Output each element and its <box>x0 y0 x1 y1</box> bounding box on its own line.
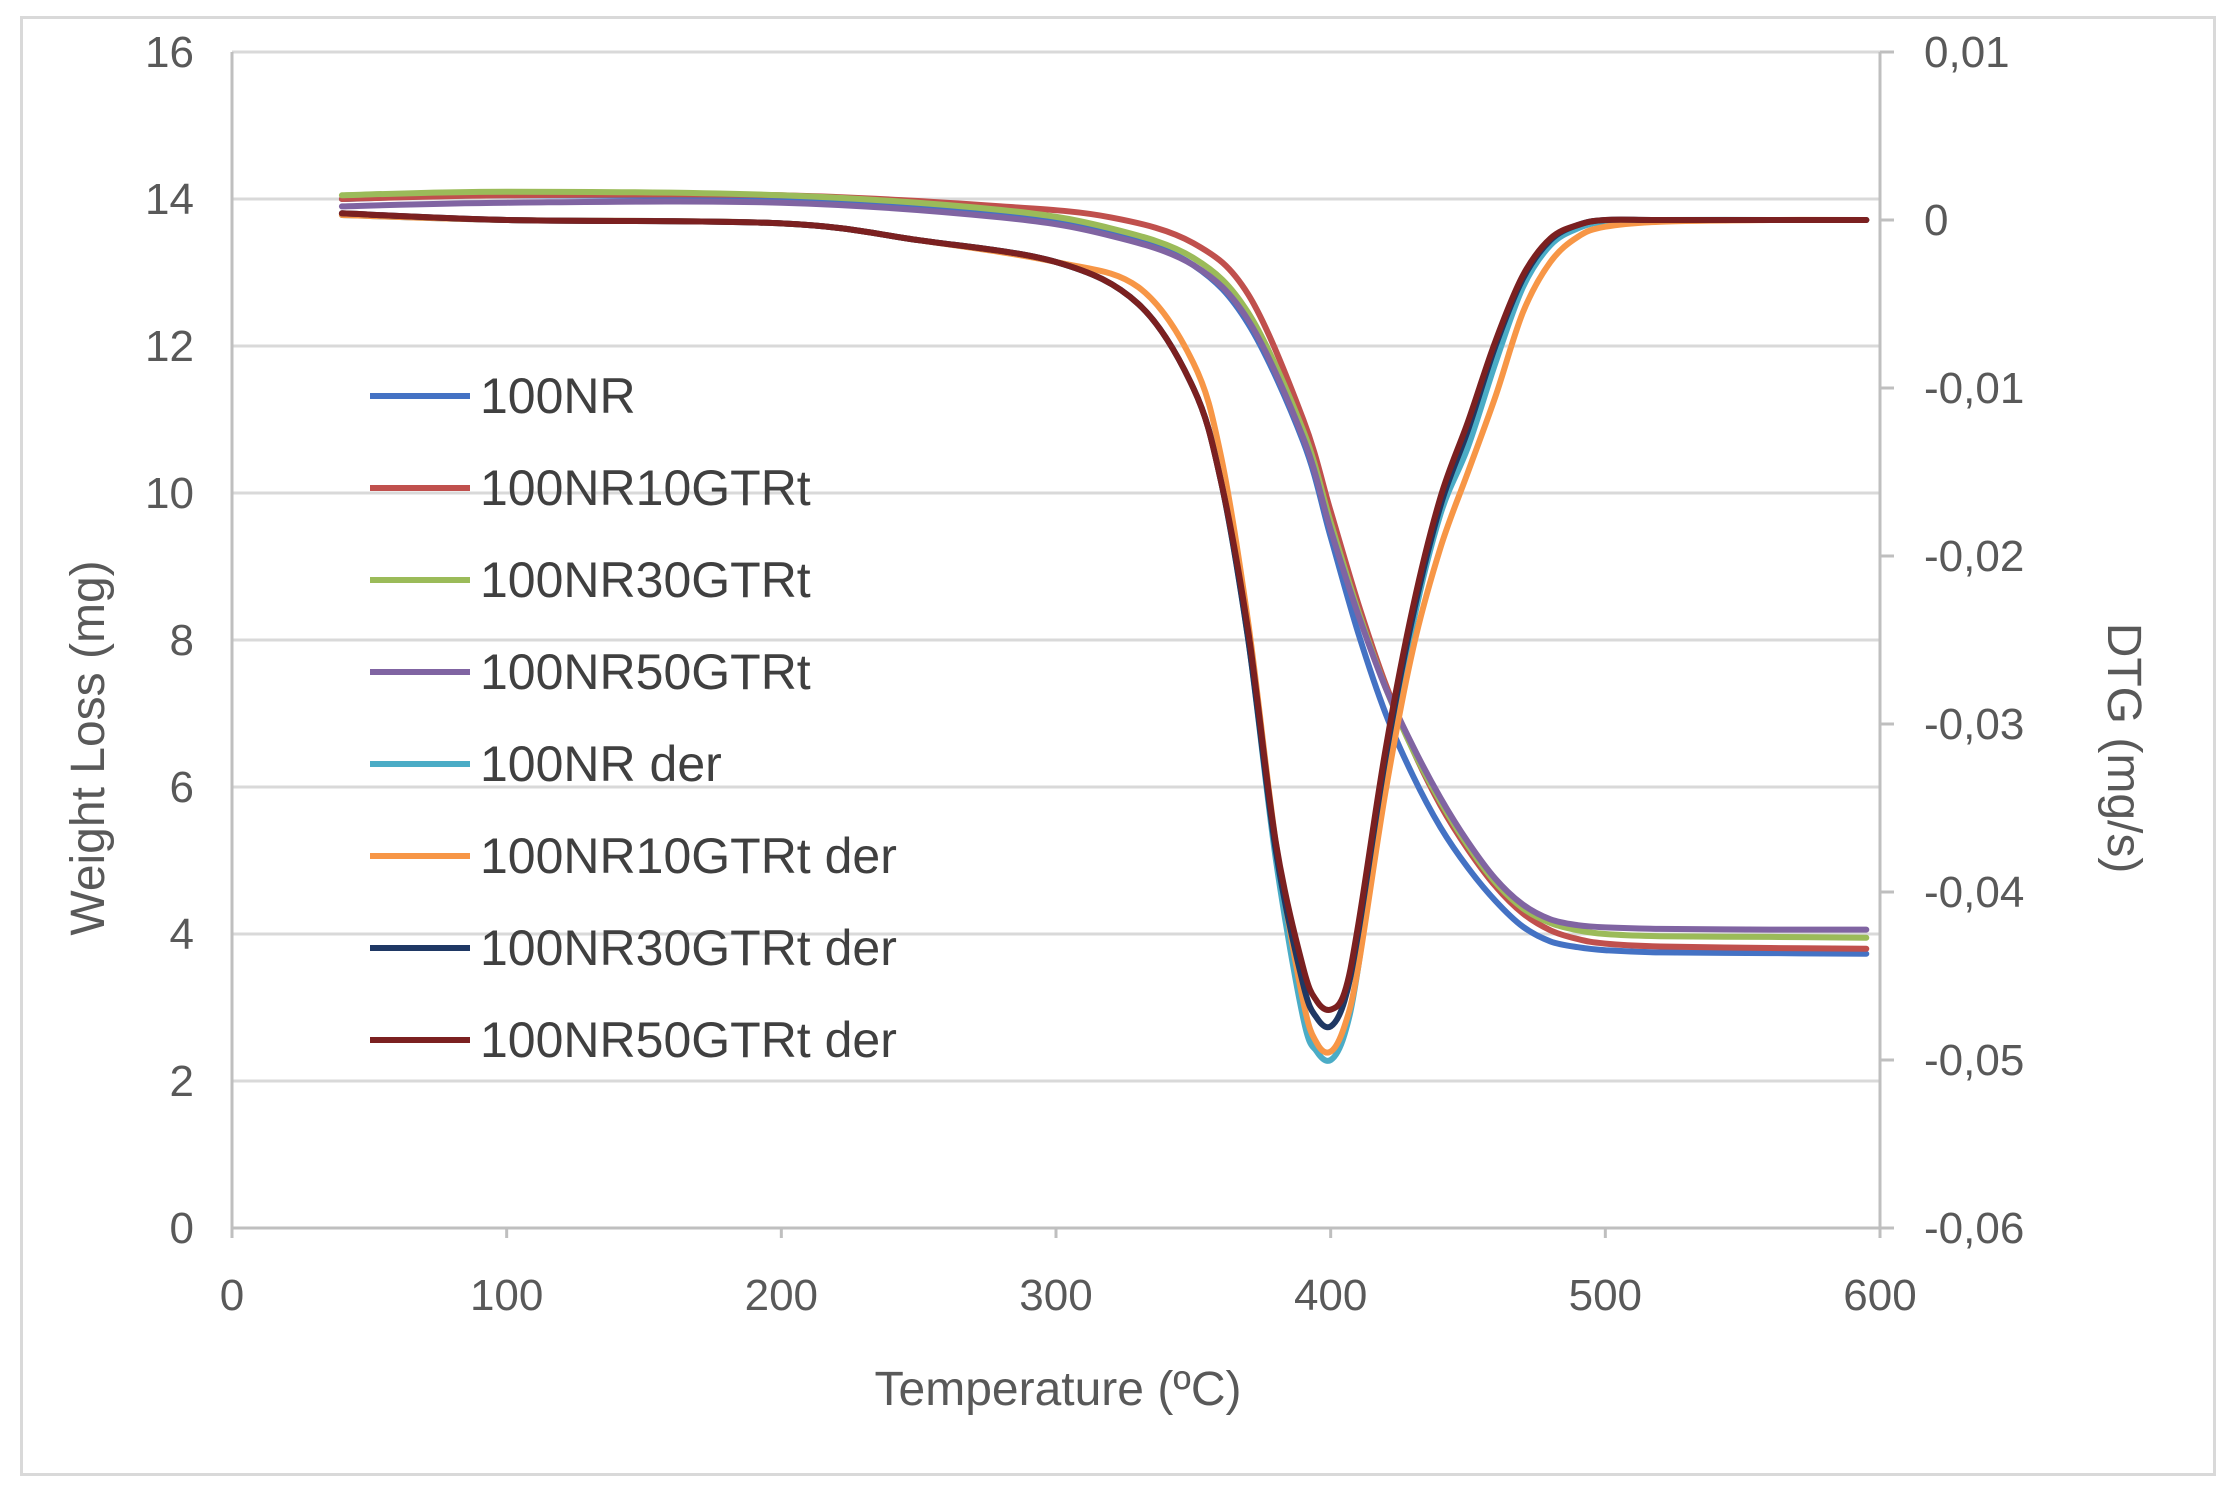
y2-tick-label: -0,06 <box>1924 1204 2024 1253</box>
legend-label-100nr: 100NR <box>480 368 636 424</box>
x-tick-label: 200 <box>745 1271 818 1320</box>
legend: 100NR 100NR10GTRt 100NR30GTRt 100NR50GTRt 10… <box>370 368 897 1068</box>
y2-tick-label: 0 <box>1924 196 1948 245</box>
y-tick-label: 10 <box>145 469 194 518</box>
y2-tick-label: -0,03 <box>1924 700 2024 749</box>
legend-label-100nr50gtrt-der: 100NR50GTRt der <box>480 1012 897 1068</box>
x-tick-label: 400 <box>1294 1271 1367 1320</box>
x-tick-label: 300 <box>1019 1271 1092 1320</box>
y2-axis-title: DTG (mg/s) <box>2097 623 2150 874</box>
legend-label-100nr30gtrt-der: 100NR30GTRt der <box>480 920 897 976</box>
series-line-100nr50gtrt-der <box>338 210 1870 1013</box>
x-tick-label: 600 <box>1843 1271 1916 1320</box>
chart-frame <box>20 16 2216 1476</box>
series-line-100nr50gtrt <box>338 198 1870 933</box>
y2-tick-label: -0,05 <box>1924 1036 2024 1085</box>
series-line-100nr <box>338 192 1870 957</box>
legend-label-100nr-der: 100NR der <box>480 736 722 792</box>
x-axis-title: Temperature (ºC) <box>875 1363 1242 1416</box>
axes <box>230 50 1894 1238</box>
legend-label-100nr10gtrt: 100NR10GTRt <box>480 460 811 516</box>
y-tick-label: 14 <box>145 175 194 224</box>
y2-tick-label: -0,04 <box>1924 868 2024 917</box>
x-tick-label: 500 <box>1569 1271 1642 1320</box>
series-line-100nr30gtrt-der <box>338 210 1870 1031</box>
y-axis-title: Weight Loss (mg) <box>62 560 115 935</box>
y-tick-label: 2 <box>170 1057 194 1106</box>
tick-labels: 0 2 4 6 8 10 12 14 16 -0,06 -0,05 -0,04 -0,03 -0,02 -0… <box>145 28 2024 1320</box>
y-tick-label: 6 <box>170 763 194 812</box>
y2-tick-label: -0,02 <box>1924 532 2024 581</box>
series-lines <box>338 188 1870 1064</box>
y-tick-label: 4 <box>170 910 194 959</box>
x-tick-label: 0 <box>220 1271 244 1320</box>
y2-tick-label: 0,01 <box>1924 28 2010 77</box>
y-tick-label: 8 <box>170 616 194 665</box>
y-tick-label: 0 <box>170 1204 194 1253</box>
y2-tick-label: -0,01 <box>1924 364 2024 413</box>
y-tick-label: 12 <box>145 322 194 371</box>
legend-label-100nr10gtrt-der: 100NR10GTRt der <box>480 828 897 884</box>
legend-label-100nr50gtrt: 100NR50GTRt <box>480 644 811 700</box>
legend-label-100nr30gtrt: 100NR30GTRt <box>480 552 811 608</box>
y-tick-label: 16 <box>145 28 194 77</box>
x-tick-label: 100 <box>470 1271 543 1320</box>
